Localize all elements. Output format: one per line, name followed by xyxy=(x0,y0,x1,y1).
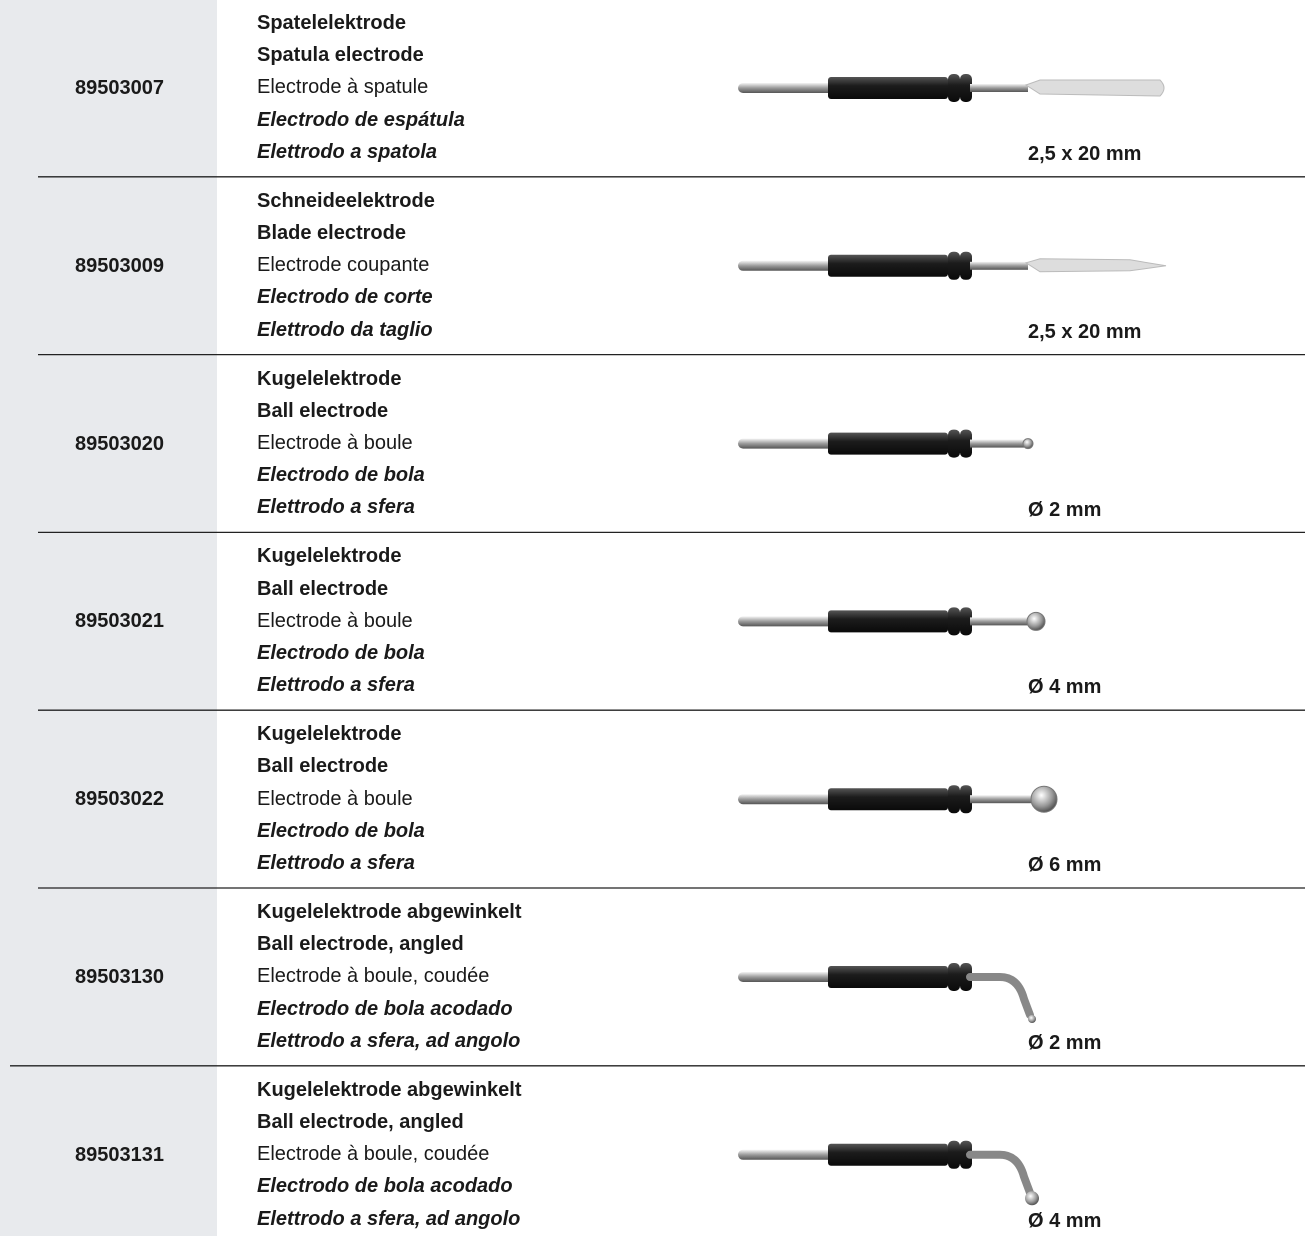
illustration-part xyxy=(738,616,838,627)
product-name: Electrode à spatule xyxy=(257,76,429,99)
illustration-part xyxy=(970,261,1028,270)
product-size: Ø 2 mm xyxy=(1028,1032,1102,1054)
illustration-part xyxy=(1026,611,1046,631)
product-name: Elettrodo a sfera xyxy=(257,674,415,697)
product-size: Ø 4 mm xyxy=(1028,1209,1102,1232)
product-name: Kugelelektrode xyxy=(257,545,402,568)
illustration-part xyxy=(828,254,948,277)
product-code: 89503130 xyxy=(75,966,164,988)
product-size: 2,5 x 20 mm xyxy=(1028,320,1142,343)
product-name: Schneideelektrode xyxy=(257,189,435,212)
product-name: Elettrodo a sfera xyxy=(257,496,415,519)
product-code: 89503022 xyxy=(75,788,164,811)
illustration-part xyxy=(738,794,838,805)
illustration-part xyxy=(960,74,972,102)
product-name: Electrode à boule, coudée xyxy=(257,965,490,988)
illustration-part xyxy=(948,74,960,102)
product-size: Ø 4 mm xyxy=(1028,676,1102,699)
product-code: 89503009 xyxy=(75,254,164,277)
product-name: Electrode à boule xyxy=(257,609,413,632)
illustration-part xyxy=(948,607,960,636)
product-name: Spatula electrode xyxy=(257,44,424,67)
illustration-part xyxy=(828,77,948,99)
illustration-part xyxy=(1022,438,1034,450)
product-name: Kugelelektrode xyxy=(257,367,402,390)
illustration-part xyxy=(1028,1015,1036,1023)
illustration-part xyxy=(966,973,1034,1019)
product-size: Ø 6 mm xyxy=(1028,854,1102,877)
product-name: Electrodo de corte xyxy=(257,286,433,309)
product-name: Elettrodo a spatola xyxy=(257,140,438,163)
illustration-part xyxy=(828,610,948,633)
side-column xyxy=(0,0,217,1236)
product-size: 2,5 x 20 mm xyxy=(1028,143,1142,165)
product-name: Electrode coupante xyxy=(257,254,430,277)
product-name: Elettrodo a sfera, ad angolo xyxy=(257,1029,521,1052)
illustration-part xyxy=(738,83,838,93)
product-name: Electrode à boule xyxy=(257,787,413,810)
product-name: Kugelelektrode abgewinkelt xyxy=(257,1078,522,1101)
illustration-part xyxy=(970,795,1032,804)
illustration-part xyxy=(970,617,1028,626)
product-name: Electrodo de bola acodado xyxy=(257,1175,513,1198)
product-name: Ball electrode, angled xyxy=(257,933,464,956)
illustration-part xyxy=(1025,1191,1039,1206)
product-name: Ball electrode, angled xyxy=(257,1111,464,1133)
product-name: Kugelelektrode abgewinkelt xyxy=(257,901,522,923)
product-code: 89503021 xyxy=(75,610,164,633)
product-name: Ball electrode xyxy=(257,399,389,422)
product-name: Ball electrode xyxy=(257,577,389,600)
product-code: 89503007 xyxy=(75,77,164,99)
product-name: Elettrodo a sfera xyxy=(257,852,415,874)
product-name: Electrodo de bola xyxy=(257,819,425,842)
illustration-part xyxy=(960,607,972,636)
illustration-part xyxy=(738,1149,838,1160)
product-name: Electrodo de bola xyxy=(257,642,425,664)
product-name: Elettrodo a sfera, ad angolo xyxy=(257,1207,521,1230)
product-name: Electrodo de bola xyxy=(257,464,425,487)
product-name: Spatelelektrode xyxy=(257,12,406,34)
illustration-part xyxy=(966,1150,1034,1197)
illustration-part xyxy=(970,84,1028,92)
illustration-part xyxy=(828,966,948,988)
product-name: Ball electrode xyxy=(257,755,389,778)
product-name: Electrodo de espátula xyxy=(257,108,465,131)
product-code: 89503020 xyxy=(75,432,164,455)
product-code: 89503131 xyxy=(75,1143,164,1166)
illustration-part xyxy=(948,963,960,991)
illustration-part xyxy=(738,972,838,982)
illustration-part xyxy=(948,429,960,458)
illustration-part xyxy=(1030,785,1058,813)
illustration-part xyxy=(948,251,960,280)
illustration-part xyxy=(960,429,972,458)
illustration-part xyxy=(970,439,1024,448)
product-name: Electrodo de bola acodado xyxy=(257,997,513,1020)
product-name: Electrode à boule, coudée xyxy=(257,1143,490,1166)
illustration-part xyxy=(738,260,838,271)
product-name: Electrode à boule xyxy=(257,432,413,454)
illustration-part xyxy=(828,1143,948,1166)
illustration-part xyxy=(948,785,960,814)
product-name: Elettrodo da taglio xyxy=(257,318,433,341)
illustration-part xyxy=(948,1140,960,1169)
illustration-part xyxy=(828,788,948,811)
illustration-part xyxy=(738,438,838,449)
product-name: Blade electrode xyxy=(257,222,406,244)
product-name: Kugelelektrode xyxy=(257,723,402,746)
illustration-part xyxy=(828,432,948,455)
illustration-part xyxy=(960,251,972,280)
illustration-part xyxy=(960,785,972,814)
illustration-part xyxy=(1024,79,1165,97)
illustration-part xyxy=(1024,258,1167,273)
product-size: Ø 2 mm xyxy=(1028,498,1102,521)
